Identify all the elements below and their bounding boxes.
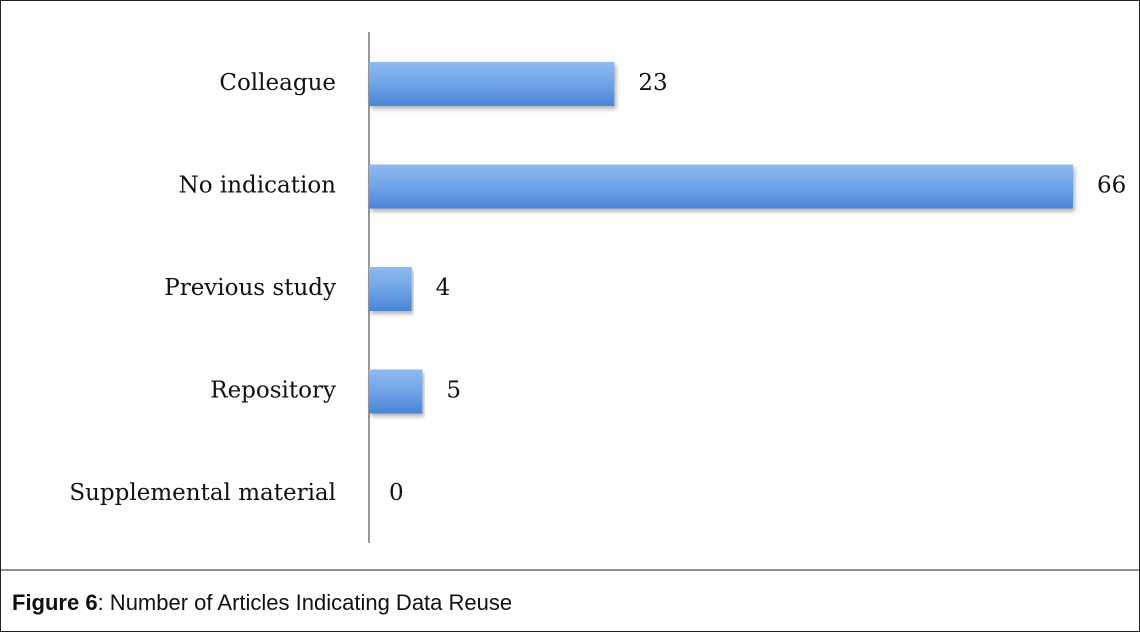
bar	[369, 164, 1073, 209]
caption-label: Figure 6	[12, 590, 98, 615]
caption: Figure 6: Number of Articles Indicating …	[12, 590, 512, 615]
data-label: 0	[389, 480, 404, 506]
category-label: Supplemental material	[69, 480, 336, 506]
data-label: 66	[1097, 173, 1126, 199]
bar	[369, 267, 412, 311]
data-label: 23	[638, 70, 667, 96]
category-label: Previous study	[164, 275, 336, 301]
category-label: Repository	[210, 378, 336, 404]
category-label: Colleague	[219, 70, 336, 96]
data-label: 5	[446, 378, 461, 404]
bar	[369, 369, 423, 414]
bar	[369, 62, 615, 106]
data-label: 4	[436, 275, 451, 301]
category-label: No indication	[179, 173, 337, 199]
caption-text: : Number of Articles Indicating Data Reu…	[98, 590, 513, 615]
